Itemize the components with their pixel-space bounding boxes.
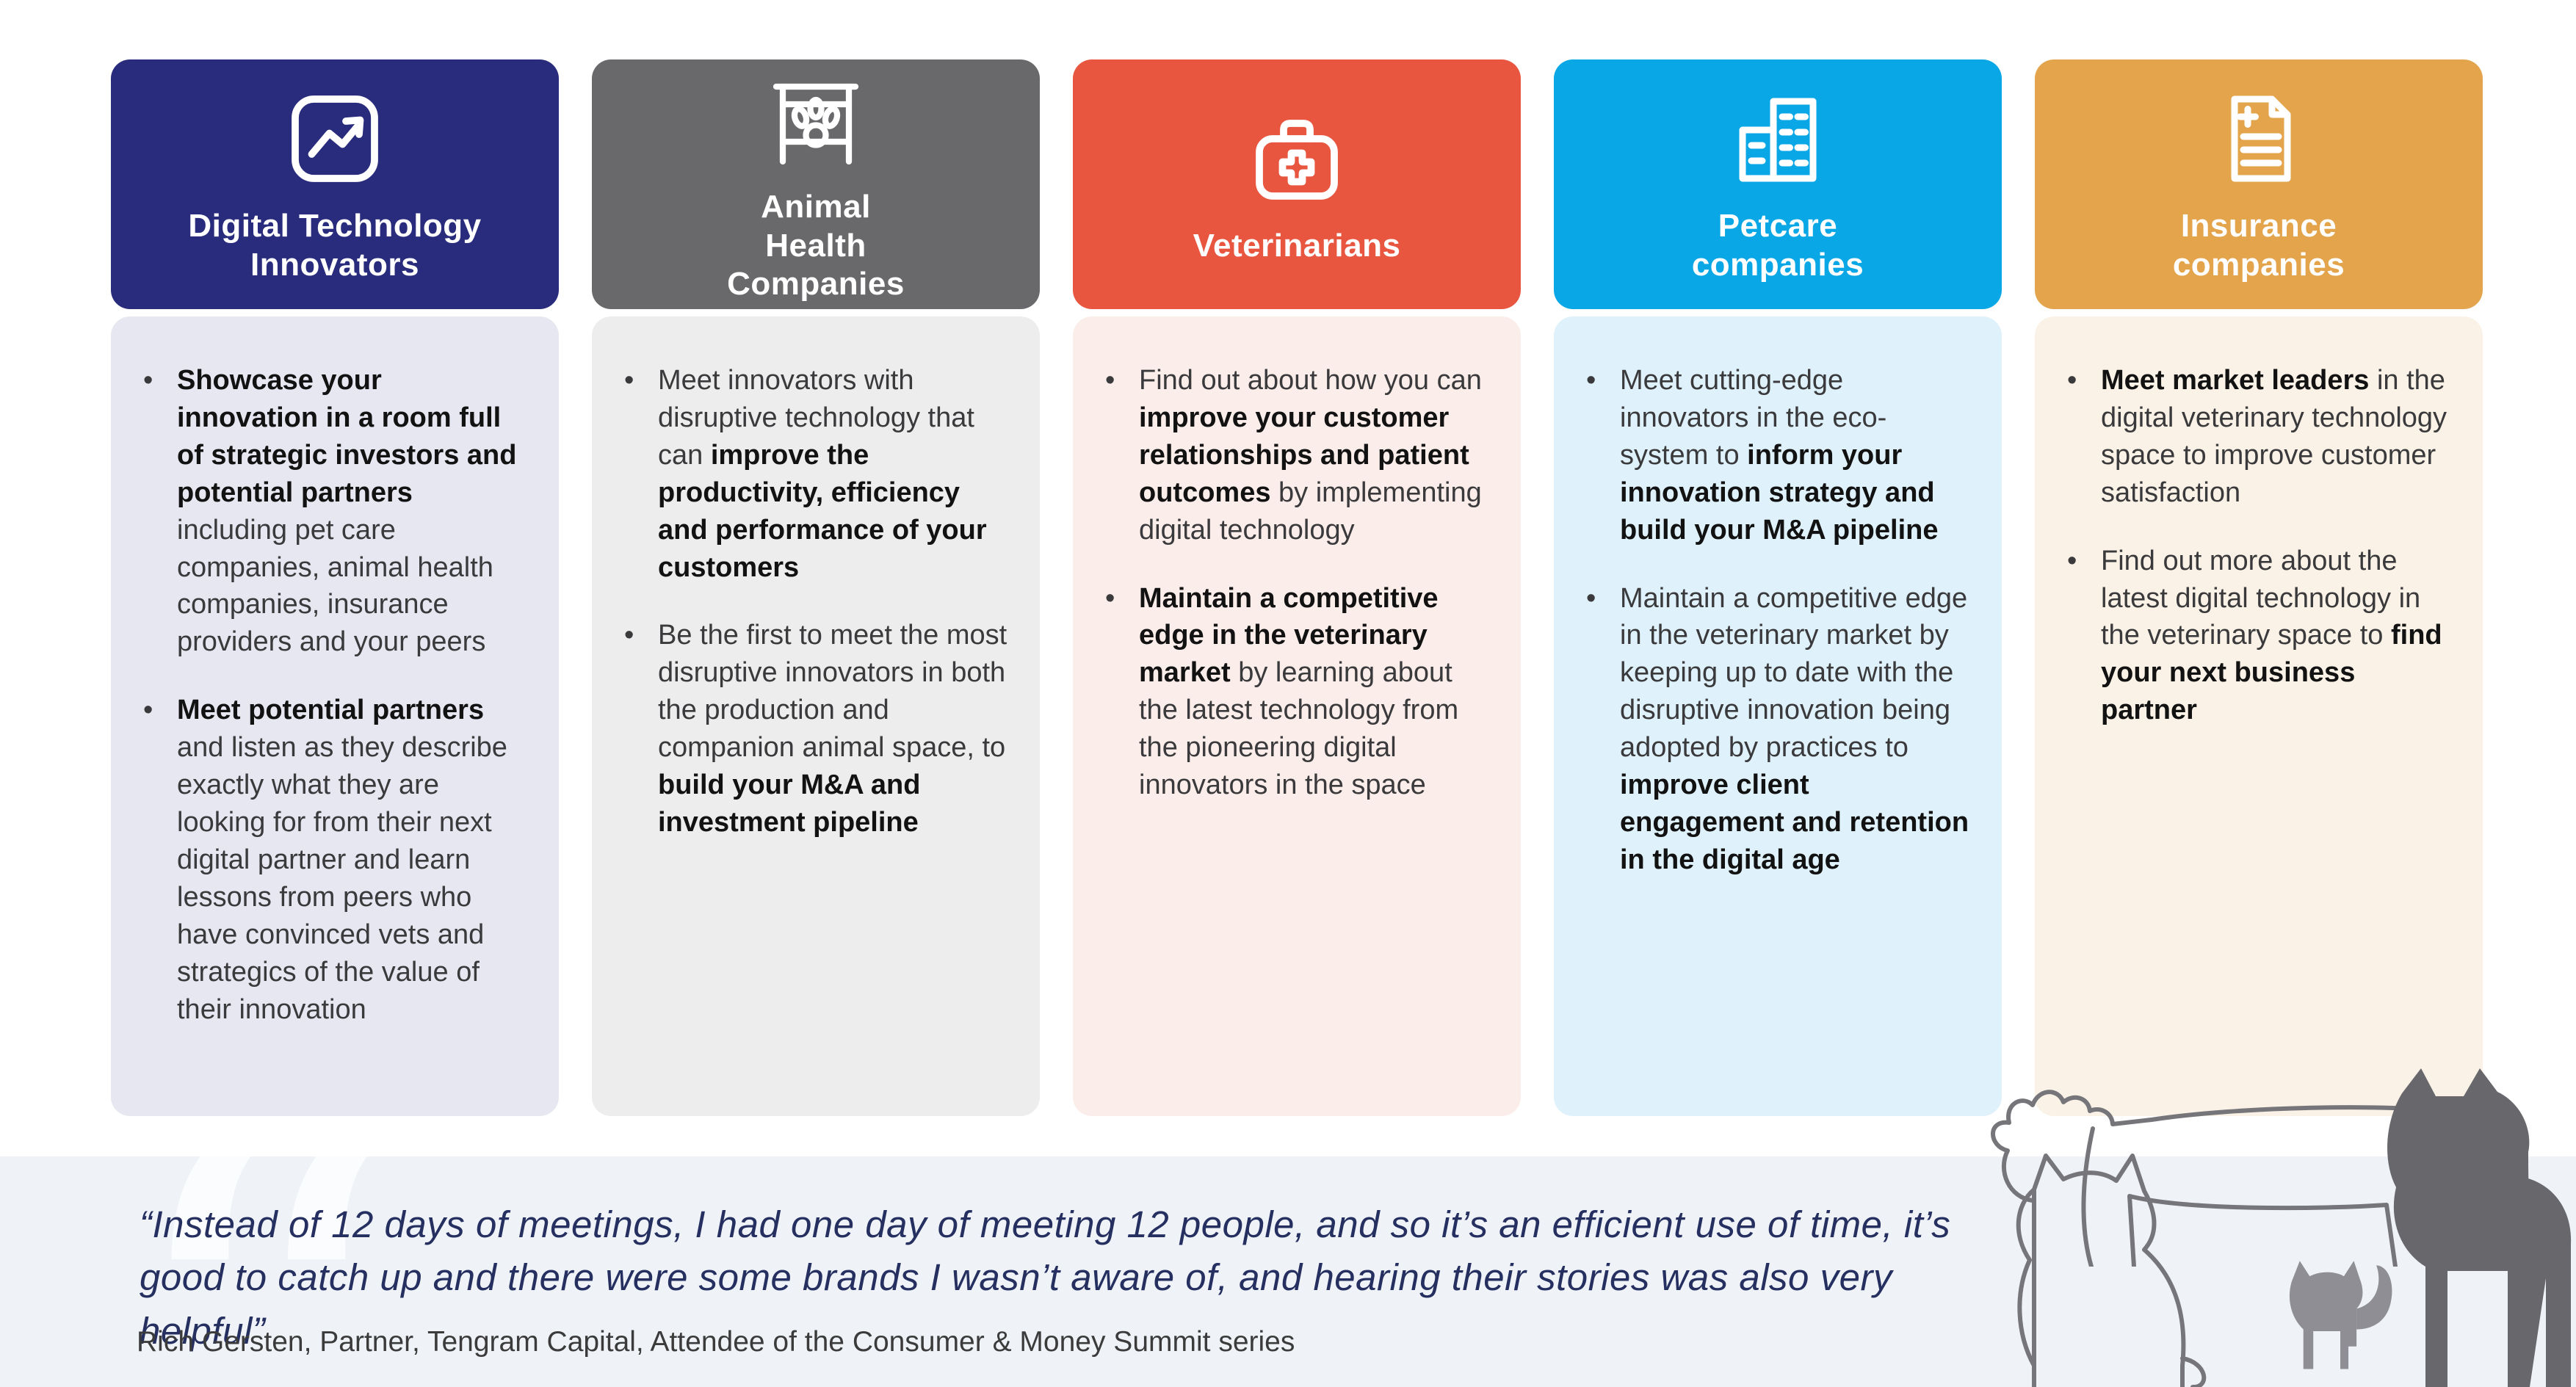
card-header: Petcare companies (1554, 59, 2002, 309)
card-body: • Meet cutting-edge innovators in the eco… (1554, 316, 2002, 1116)
bullet-marker: • (1105, 582, 1115, 614)
bullet-text: Meet market leaders in the digital veter… (2101, 365, 2447, 508)
bullet-text: Showcase your innovation in a room full … (177, 365, 517, 658)
bullet-marker: • (2067, 365, 2077, 396)
bullet-item: • Showcase your innovation in a room full… (143, 362, 529, 661)
trend-chart-icon (280, 84, 390, 194)
bullet-marker: • (624, 365, 634, 396)
card-body: • Find out about how you can improve your… (1073, 316, 1521, 1116)
card-title: Veterinarians (1193, 227, 1401, 264)
bullet-text: Meet potential partners and listen as th… (177, 695, 507, 1025)
bullet-text: Meet cutting-edge innovators in the eco-… (1620, 365, 1939, 546)
audience-card: Digital Technology Innovators • Showcase yo… (111, 59, 559, 1116)
bullet-item: • Maintain a competitive edge in the vete… (1105, 580, 1491, 804)
bullet-text: Meet innovators with disruptive technolo… (658, 365, 987, 583)
kennel-paw-icon (761, 65, 871, 175)
card-title: Insurance companies (2172, 208, 2345, 283)
card-title: Animal Health Companies (727, 188, 905, 303)
first-aid-kit-icon (1242, 104, 1352, 214)
card-title: Digital Technology Innovators (188, 208, 482, 283)
quote-attribution: Rich Gersten, Partner, Tengram Capital, … (137, 1326, 1295, 1358)
bullet-marker: • (1105, 365, 1115, 396)
audience-card: Animal Health Companies • Meet innovators wi… (592, 59, 1040, 1116)
audience-card: Veterinarians • Find out about how you can… (1073, 59, 1521, 1116)
bullet-text: Find out more about the latest digital t… (2101, 545, 2442, 726)
bullet-text: Find out about how you can improve your … (1139, 365, 1482, 546)
bullet-item: • Find out more about the latest digital … (2067, 543, 2453, 730)
audience-cards-row: Digital Technology Innovators • Showcase yo… (111, 59, 2483, 1116)
bullet-text: Be the first to meet the most disruptive… (658, 620, 1007, 838)
bullet-item: • Be the first to meet the most disruptiv… (624, 617, 1010, 841)
audience-card: Insurance companies • Meet market leaders i… (2035, 59, 2483, 1116)
card-body: • Meet market leaders in the digital vete… (2035, 316, 2483, 1116)
buildings-icon (1723, 84, 1833, 194)
bullet-item: • Meet innovators with disruptive technol… (624, 362, 1010, 586)
document-plus-icon (2204, 84, 2314, 194)
bullet-item: • Meet cutting-edge innovators in the eco… (1586, 362, 1972, 549)
card-title: Petcare companies (1691, 208, 1864, 283)
bullet-item: • Meet potential partners and listen as t… (143, 692, 529, 1028)
bullet-text: Maintain a competitive edge in the veter… (1620, 582, 1969, 875)
bullet-marker: • (143, 695, 153, 726)
bullet-marker: • (1586, 582, 1596, 614)
audience-card: Petcare companies • Meet cutting-edge innov… (1554, 59, 2002, 1116)
bullet-item: • Find out about how you can improve your… (1105, 362, 1491, 549)
bullet-item: • Meet market leaders in the digital vete… (2067, 362, 2453, 512)
card-header: Insurance companies (2035, 59, 2483, 309)
bullet-item: • Maintain a competitive edge in the vete… (1586, 580, 1972, 879)
card-header: Veterinarians (1073, 59, 1521, 309)
card-header: Animal Health Companies (592, 59, 1040, 309)
testimonial-quote: “Instead of 12 days of meetings, I had o… (140, 1203, 1951, 1352)
card-header: Digital Technology Innovators (111, 59, 559, 309)
bullet-marker: • (624, 620, 634, 651)
bullet-marker: • (143, 365, 153, 396)
bullet-marker: • (1586, 365, 1596, 396)
card-body: • Showcase your innovation in a room full… (111, 316, 559, 1116)
bullet-text: Maintain a competitive edge in the veter… (1139, 582, 1459, 801)
card-body: • Meet innovators with disruptive technol… (592, 316, 1040, 1116)
bullet-marker: • (2067, 545, 2077, 576)
